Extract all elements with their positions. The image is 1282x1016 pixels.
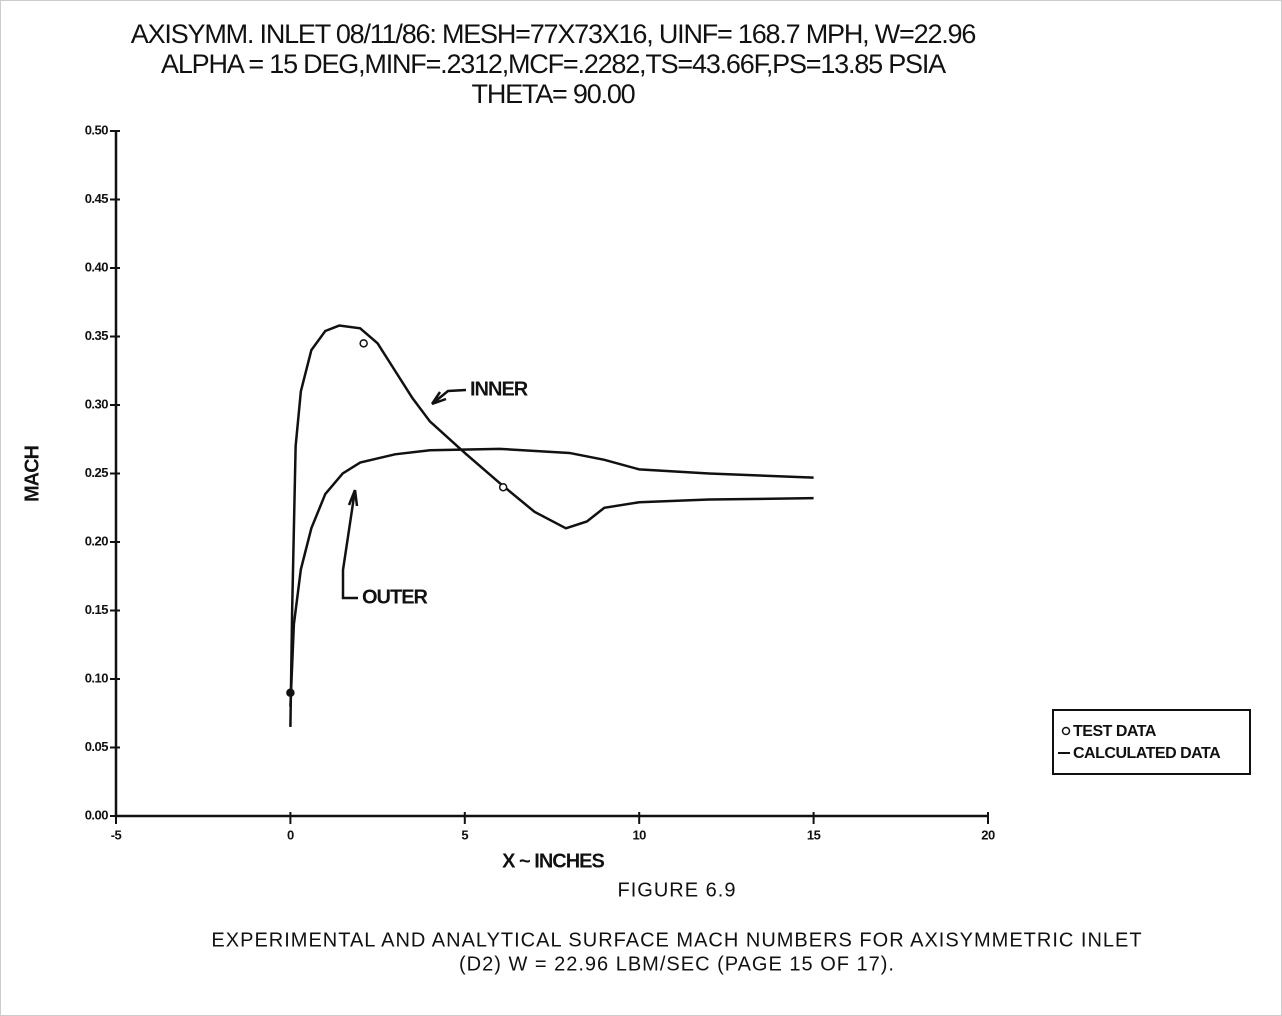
y-tick-label: 0.15 [85,602,109,617]
y-tick-label: 0.05 [85,739,109,754]
caption-line: EXPERIMENTAL AND ANALYTICAL SURFACE MACH… [211,929,1142,951]
legend-label: CALCULATED DATA [1073,745,1221,762]
caption-line: (D2) W = 22.96 LBM/SEC (PAGE 15 OF 17). [459,953,895,975]
legend-box [1052,709,1251,775]
test-point [286,688,295,697]
y-axis-label: MACH [21,445,43,502]
series-label: INNER [470,378,529,400]
y-tick-label: 0.10 [85,670,109,685]
legend-label: TEST DATA [1073,723,1157,740]
y-tick-label: 0.00 [85,807,109,822]
y-tick-label: 0.40 [85,259,109,274]
x-tick-label: -5 [111,827,122,842]
test-point [498,482,508,492]
y-tick-label: 0.50 [85,122,109,137]
y-tick-label: 0.45 [85,191,109,206]
series-label: OUTER [362,586,429,608]
test-point [359,339,368,348]
figure-number: FIGURE 6.9 [618,879,737,901]
title-line: AXISYMM. INLET 08/11/86: MESH=77X73X16, … [131,19,976,49]
title-line: THETA= 90.00 [472,79,635,109]
series-line [289,324,814,727]
series-line [289,447,814,707]
x-axis-label: X ~ INCHES [502,850,604,872]
annotation-arrow [430,388,467,406]
x-tick-label: 0 [287,827,294,842]
x-tick-label: 20 [981,827,995,842]
legend-marker [1061,726,1071,736]
y-tick-label: 0.35 [85,328,109,343]
y-tick-label: 0.30 [85,396,109,411]
annotation-arrow [341,489,359,600]
title-line: ALPHA = 15 DEG,MINF=.2312,MCF=.2282,TS=4… [161,49,946,79]
y-tick-label: 0.20 [85,533,109,548]
x-tick-label: 10 [632,827,646,842]
x-tick-label: 15 [807,827,821,842]
x-tick-label: 5 [461,827,468,842]
y-tick-label: 0.25 [85,465,109,480]
